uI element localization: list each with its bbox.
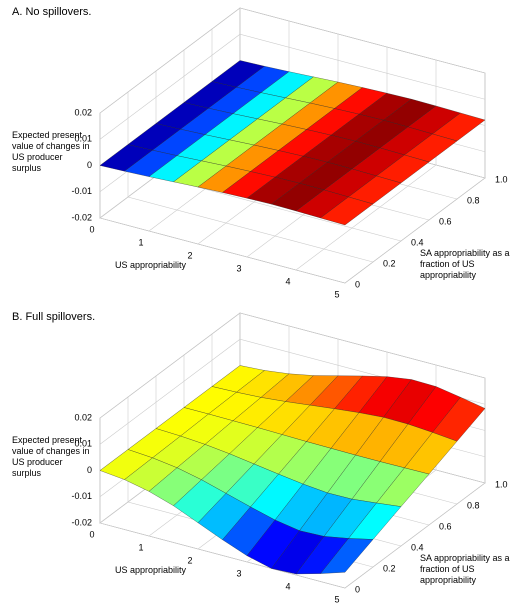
x-axis-label: US appropriability [115,565,187,575]
grid-line [99,312,486,419]
z-tick-label: -0.02 [71,517,92,527]
chart-title: B. Full spillovers. [12,311,96,323]
chart-title: A. No spillovers. [12,6,92,18]
x-tick-label: 0 [89,224,94,234]
y-tick-label: 0.8 [467,500,480,510]
x-tick-label: 5 [334,289,339,299]
x-tick-label: 4 [285,276,290,286]
z-tick-label: 0 [87,465,92,475]
y-tick-label: 0.2 [383,258,396,268]
x-tick-label: 3 [236,568,241,578]
y-tick-label: 0.4 [411,542,424,552]
y-tick-label: 0.4 [411,237,424,247]
y-tick-label: 0 [355,584,360,594]
x-tick-label: 5 [334,594,339,603]
x-tick-label: 2 [187,555,192,565]
y-tick-label: 1.0 [495,174,508,184]
y-axis-label: SA appropriability as a fraction of US a… [420,553,510,585]
x-tick-label: 3 [236,263,241,273]
y-tick-label: 0.2 [383,563,396,573]
y-tick-label: 1.0 [495,479,508,489]
x-tick-label: 1 [138,542,143,552]
y-tick-label: 0.8 [467,195,480,205]
surface-patch [320,538,374,574]
y-axis-label: SA appropriability as a fraction of US a… [420,248,510,280]
y-tick-label: 0.6 [439,521,452,531]
z-tick-label: 0.02 [74,412,92,422]
z-tick-label: 0.02 [74,107,92,117]
y-tick-label: 0 [355,279,360,289]
z-tick-label: 0.01 [74,134,92,144]
z-tick-label: 0 [87,160,92,170]
z-tick-label: 0.01 [74,439,92,449]
y-tick-label: 0.6 [439,216,452,226]
x-tick-label: 0 [89,529,94,539]
z-axis-label: Expected present value of changes in US … [12,130,90,173]
x-tick-label: 2 [187,250,192,260]
z-axis-label: Expected present value of changes in US … [12,435,90,478]
grid-line [99,7,486,114]
x-tick-label: 1 [138,237,143,247]
x-tick-label: 4 [285,581,290,591]
z-tick-label: -0.02 [71,212,92,222]
z-tick-label: -0.01 [71,491,92,501]
grid-line [99,33,486,140]
x-axis-label: US appropriability [115,260,187,270]
z-tick-label: -0.01 [71,186,92,196]
surface-patch [320,196,374,226]
